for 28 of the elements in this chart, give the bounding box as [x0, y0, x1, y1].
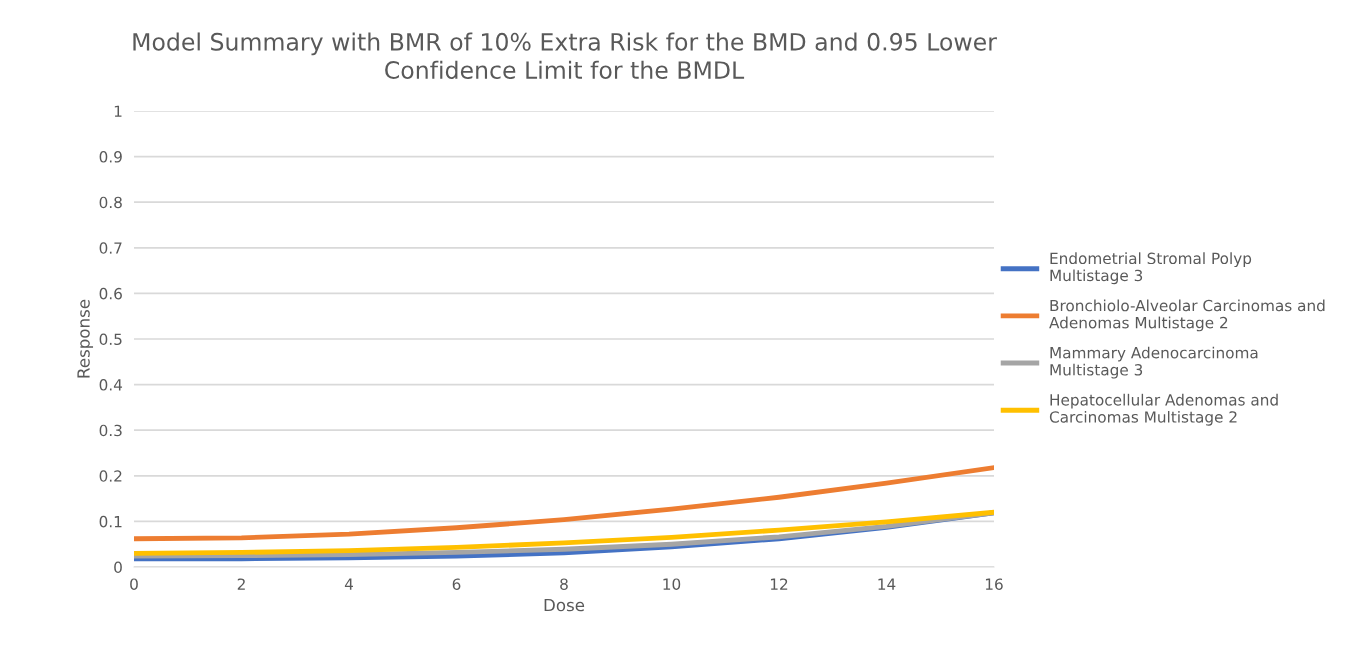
x-tick-label: 8 [560, 578, 568, 590]
y-tick-label: 0.3 [99, 424, 122, 437]
legend-label: Bronchiolo-Alveolar Carcinomas and Adenomas Multistage 2 [1049, 299, 1325, 332]
y-tick-label: 0.9 [99, 151, 122, 163]
x-tick-label: 0 [130, 578, 138, 590]
y-tick-label: 1 [114, 105, 122, 117]
legend-label: Mammary Adenocarcinoma Multistage 3 [1050, 346, 1258, 379]
x-tick-label: 6 [452, 578, 461, 590]
y-tick-label: 0.8 [99, 196, 122, 209]
y-tick-label: 0.2 [99, 470, 122, 482]
x-tick-label: 12 [770, 578, 788, 590]
x-tick-label: 14 [878, 578, 896, 590]
y-tick-label: 0.1 [99, 515, 122, 528]
x-tick-label: 16 [985, 578, 1003, 590]
x-tick-label: 10 [663, 578, 681, 590]
x-tick-label: 2 [237, 578, 245, 590]
y-tick-label: 0.5 [99, 333, 122, 346]
y-tick-label: 0.4 [99, 379, 123, 391]
y-tick-label: 0.6 [99, 287, 122, 300]
line-series [134, 465, 994, 542]
y-tick-label: 0 [114, 561, 122, 574]
y-axis-title: Response [77, 299, 94, 378]
legend-label: Hepatocellular Adenomas and Carcinomas Multistage 2 [1049, 393, 1278, 426]
legend-label: Endometrial Stromal Polyp Multistage 3 [1050, 252, 1252, 285]
chart-title: Model Summary with BMR of 10% Extra Risk for the BMD and 0.95 Lower Confidence Limit for the BMDL [133, 32, 997, 79]
y-tick-label: 0.7 [99, 242, 122, 254]
x-axis-title: Dose [544, 598, 585, 612]
x-tick-label: 4 [344, 578, 353, 590]
